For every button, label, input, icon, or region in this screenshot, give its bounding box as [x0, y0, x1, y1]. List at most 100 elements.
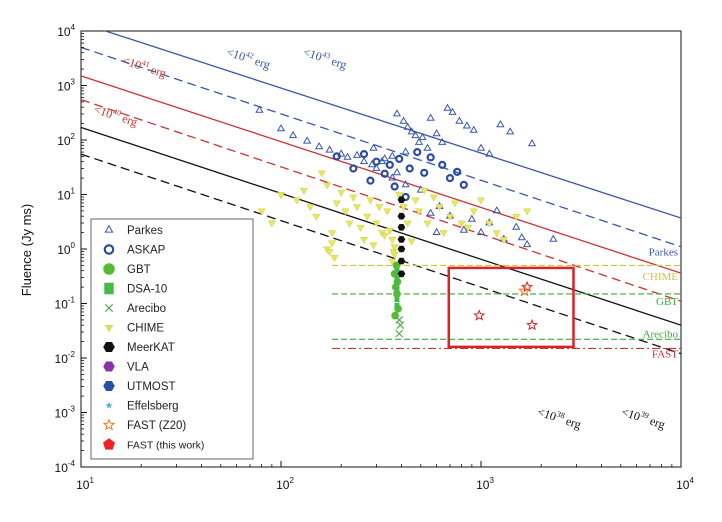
- legend: Parkes ASKAP GBT DSA-10 Arecibo CHIME MeerKAT V…: [90, 218, 254, 460]
- energy-label-base: <10: [302, 45, 324, 64]
- point-chime: [512, 213, 521, 221]
- legend-label-meerkat: MeerKAT: [127, 342, 175, 354]
- point-chime: [435, 204, 444, 212]
- point-parkes: [492, 206, 501, 214]
- tick-exp: 2: [71, 132, 76, 141]
- point-meerkat: [397, 245, 406, 253]
- point-chime: [366, 197, 375, 205]
- point-chime: [325, 249, 334, 257]
- point-parkes: [469, 125, 478, 133]
- point-chime: [337, 189, 346, 197]
- energy-label-unit: erg: [250, 53, 272, 72]
- tick-base: 10: [476, 478, 490, 492]
- point-parkes: [527, 138, 537, 147]
- point-parkes: [476, 227, 486, 235]
- legend-marker-parkes: [104, 224, 114, 233]
- point-parkes: [302, 136, 312, 144]
- point-chime: [341, 208, 350, 216]
- point-askap: [380, 169, 389, 178]
- point-askap: [372, 157, 381, 166]
- point-parkes: [485, 149, 494, 157]
- point-askap: [459, 180, 468, 190]
- point-fast-this-work-: [518, 284, 531, 297]
- point-parkes: [407, 127, 416, 135]
- point-parkes: [372, 163, 381, 171]
- tick-base: 10: [57, 134, 71, 148]
- point-chime: [429, 194, 438, 202]
- x-tick-label: 104: [676, 476, 694, 492]
- point-parkes: [432, 227, 441, 235]
- energy-label-38: <1038 erg: [536, 404, 583, 432]
- legend-marker-fast-this-work-: [103, 438, 115, 450]
- point-chime: [359, 237, 369, 245]
- point-askap: [413, 147, 422, 157]
- point-meerkat: [397, 196, 406, 204]
- sensitivity-labels: Parkes CHIME GBT Arecibo FAST: [643, 246, 679, 360]
- point-chime: [375, 204, 384, 212]
- point-parkes: [369, 143, 378, 151]
- point-askap: [385, 160, 394, 169]
- tick-base: 10: [276, 478, 290, 492]
- point-arecibo-stroke: [396, 321, 405, 330]
- y-tick-label: 101: [57, 187, 75, 203]
- tick-base: 10: [55, 352, 69, 366]
- point-chime: [492, 230, 501, 238]
- point-parkes: [414, 137, 424, 145]
- tick-exp: 3: [489, 476, 494, 485]
- tick-exp: 1: [71, 187, 76, 196]
- sensitivity-label-parkes: Parkes: [649, 246, 678, 258]
- point-chime: [327, 240, 337, 248]
- tick-exp: 4: [689, 476, 694, 485]
- point-fast-z20-: [526, 318, 539, 331]
- point-askap: [332, 152, 341, 161]
- point-chime: [407, 238, 416, 246]
- point-parkes: [432, 129, 441, 137]
- point-parkes: [380, 154, 389, 162]
- legend-label-utmost: UTMOST: [127, 381, 176, 393]
- sensitivity-lines: [332, 264, 681, 349]
- y-tick-label: 102: [57, 132, 75, 148]
- point-chime: [299, 187, 308, 195]
- y-tick-label: 104: [57, 23, 75, 39]
- energy-label-unit: erg: [645, 413, 667, 432]
- point-parkes: [337, 149, 346, 157]
- point-parkes: [343, 152, 352, 160]
- tick-base: 10: [57, 189, 71, 203]
- legend-label-arecibo: Arecibo: [127, 303, 166, 315]
- point-chime: [327, 230, 337, 238]
- point-parkes: [359, 156, 369, 165]
- point-askap: [366, 176, 375, 185]
- point-chime: [450, 200, 459, 208]
- point-chime: [349, 194, 358, 202]
- point-chime: [276, 192, 286, 200]
- legend-label-gbt: GBT: [127, 264, 151, 276]
- point-parkes: [476, 143, 486, 151]
- point-chime: [439, 230, 448, 238]
- energy-line-5: [81, 153, 681, 355]
- tick-exp: 1: [89, 476, 94, 485]
- legend-marker-dsa-10: [104, 282, 114, 295]
- legend-marker-arecibo: [104, 303, 114, 313]
- y-axis-label: Fluence (Jy ms): [19, 204, 34, 296]
- legend-label-chime: CHIME: [127, 323, 164, 335]
- point-parkes: [459, 225, 468, 233]
- tick-base: 10: [76, 478, 90, 492]
- point-chime: [257, 208, 266, 216]
- energy-label-exp: 38: [556, 409, 566, 420]
- legend-marker-gbt: [103, 263, 115, 275]
- point-parkes: [392, 167, 402, 176]
- legend-label-vla: VLA: [127, 362, 149, 374]
- point-chime: [420, 187, 429, 195]
- legend-label-fast-this-work-: FAST (this work): [127, 440, 204, 452]
- point-parkes: [399, 116, 408, 124]
- point-parkes: [401, 147, 410, 155]
- point-chime: [485, 220, 494, 228]
- point-parkes: [388, 173, 397, 181]
- point-parkes: [288, 130, 298, 139]
- energy-label-exp: 41: [141, 58, 151, 69]
- point-parkes: [455, 116, 464, 124]
- tick-base: 10: [57, 243, 71, 257]
- point-chime: [403, 220, 412, 228]
- tick-exp: 3: [71, 78, 76, 87]
